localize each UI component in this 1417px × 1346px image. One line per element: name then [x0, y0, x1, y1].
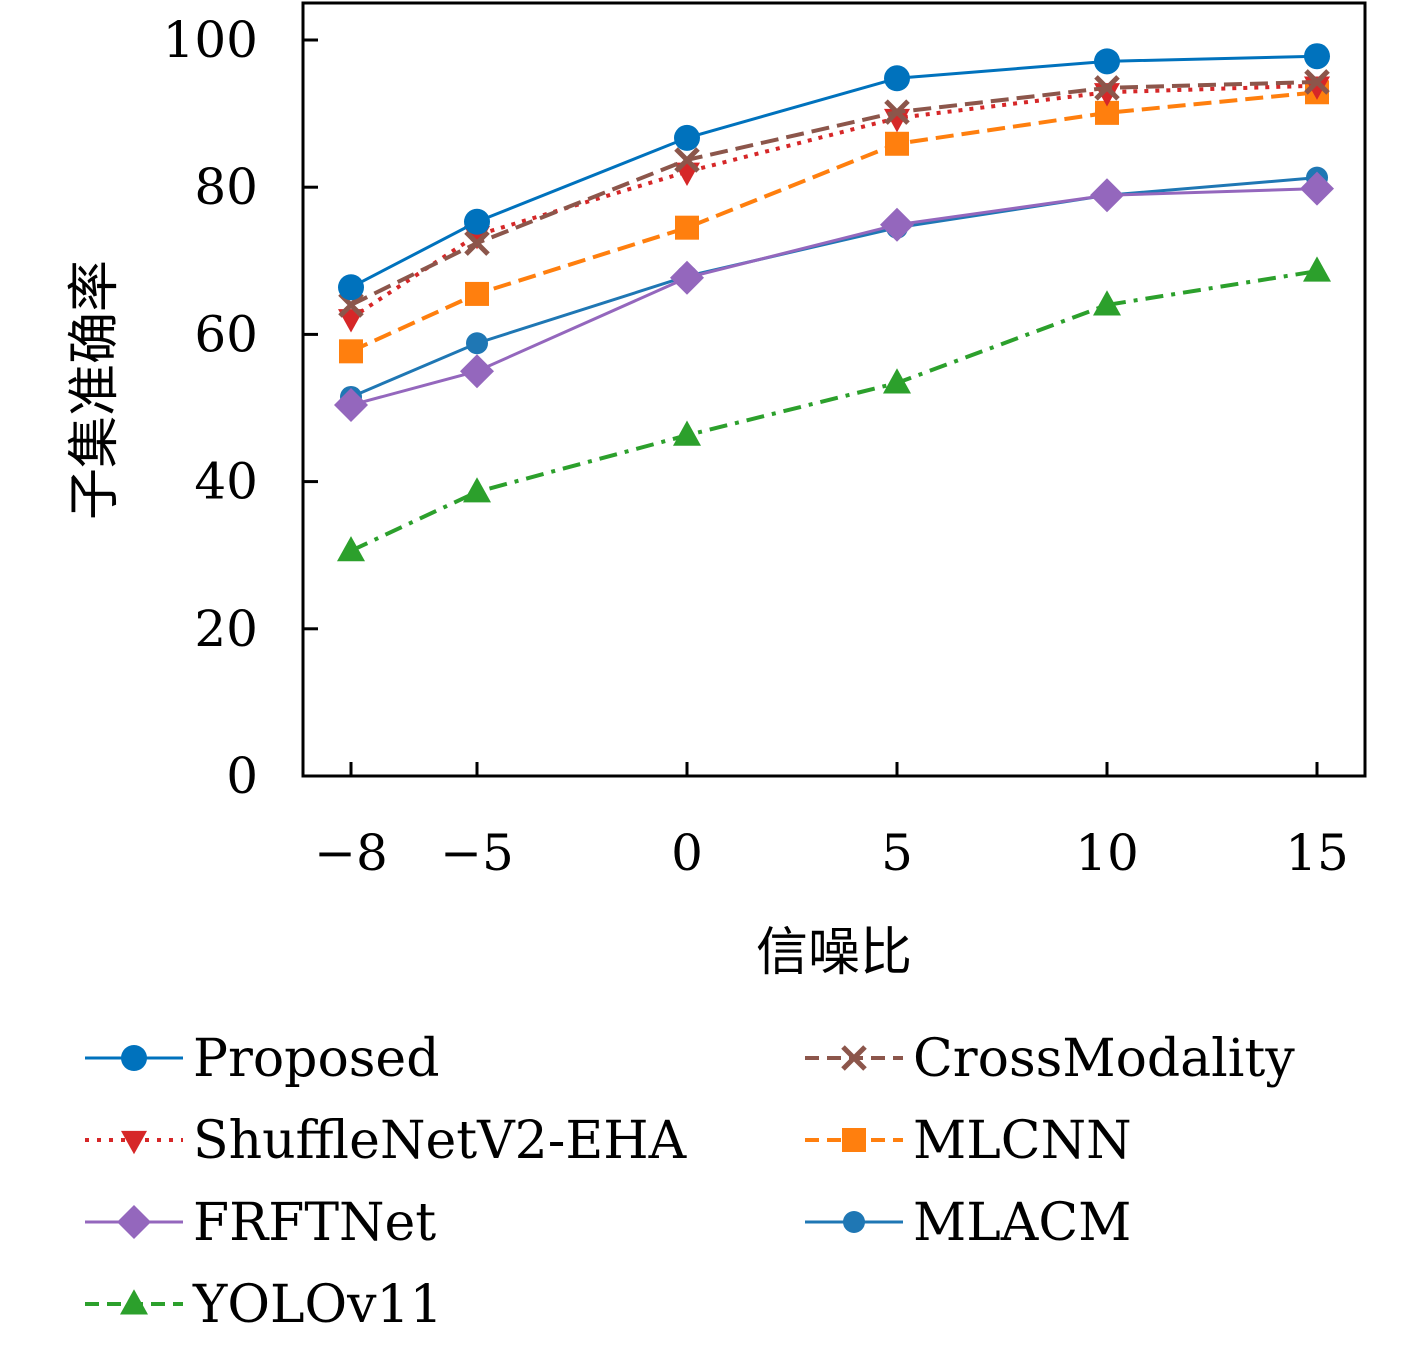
x-axis: −8 −5 0 5 10 15 [314, 762, 1349, 882]
x-tick-label: 15 [1285, 824, 1349, 882]
x-tick-label: −8 [314, 824, 388, 882]
legend-label: Proposed [193, 1029, 440, 1089]
series-proposed [338, 43, 1330, 301]
legend-marker [121, 1130, 147, 1155]
data-point [1304, 69, 1330, 95]
plot-frame [301, 1, 1367, 778]
series-layer [334, 43, 1334, 562]
data-point [463, 477, 491, 503]
legend-marker [121, 1045, 147, 1071]
data-point [334, 388, 368, 423]
x-tick-label: 5 [881, 824, 913, 882]
data-point [1304, 43, 1330, 70]
legend-marker [117, 1205, 151, 1239]
y-axis: 0 20 40 60 80 100 [163, 11, 318, 805]
y-tick-label: 0 [226, 747, 258, 805]
data-point [337, 536, 365, 562]
series-line [349, 83, 1318, 320]
legend-label: YOLOv11 [192, 1275, 443, 1335]
series-line [350, 187, 1318, 407]
series-mlcnn [339, 80, 1329, 364]
data-point [1094, 48, 1120, 75]
y-tick-label: 100 [163, 11, 258, 69]
legend-item: Proposed [85, 1029, 440, 1089]
data-point [883, 368, 911, 394]
data-point [884, 65, 910, 92]
legend-marker [841, 1045, 867, 1071]
y-tick-label: 60 [194, 305, 258, 363]
data-point [465, 281, 489, 306]
data-point [460, 354, 494, 389]
x-tick-label: 10 [1075, 824, 1139, 882]
series-line [350, 54, 1318, 289]
data-point [1303, 256, 1331, 282]
legend-item: CrossModality [805, 1029, 1295, 1089]
series-yolov11 [337, 256, 1331, 562]
series-frftnet [334, 171, 1334, 423]
data-point [338, 274, 364, 301]
data-point [674, 147, 700, 173]
data-point [885, 131, 909, 156]
data-point [339, 339, 363, 364]
legend-marker [120, 1289, 148, 1315]
legend-label: CrossModality [913, 1029, 1295, 1089]
y-tick-label: 80 [194, 158, 258, 216]
y-axis-title: 子集准确率 [65, 260, 125, 520]
legend-item: YOLOv11 [85, 1275, 443, 1335]
series-line [350, 79, 1318, 307]
x-tick-label: −5 [440, 824, 514, 882]
legend: Proposed CrossModality ShuffleNetV2-EHA MLC… [85, 1029, 1295, 1335]
data-point [674, 124, 700, 151]
legend-marker [843, 1211, 865, 1233]
data-point [1094, 75, 1120, 101]
x-axis-title: 信噪比 [756, 923, 912, 983]
legend-label: FRFTNet [193, 1193, 436, 1253]
data-point [884, 99, 910, 125]
data-point [464, 230, 490, 256]
data-point [464, 208, 490, 235]
series-line [350, 269, 1318, 553]
x-tick-label: 0 [671, 824, 703, 882]
data-point [1300, 171, 1334, 206]
y-tick-label: 40 [194, 453, 258, 511]
legend-item: ShuffleNetV2-EHA [85, 1111, 688, 1171]
data-point [1090, 178, 1124, 213]
legend-marker [842, 1128, 866, 1152]
legend-item: FRFTNet [85, 1193, 436, 1253]
data-point [675, 215, 699, 240]
data-point [1093, 290, 1121, 316]
legend-label: MLCNN [913, 1111, 1132, 1171]
legend-item: MLCNN [805, 1111, 1132, 1171]
data-point [466, 332, 488, 355]
y-tick-label: 20 [194, 600, 258, 658]
legend-label: ShuffleNetV2-EHA [193, 1111, 688, 1171]
legend-label: MLACM [913, 1193, 1131, 1253]
data-point [880, 207, 914, 242]
data-point [673, 420, 701, 446]
legend-item: MLACM [805, 1193, 1131, 1253]
series-line [350, 90, 1318, 354]
data-point [670, 260, 704, 295]
